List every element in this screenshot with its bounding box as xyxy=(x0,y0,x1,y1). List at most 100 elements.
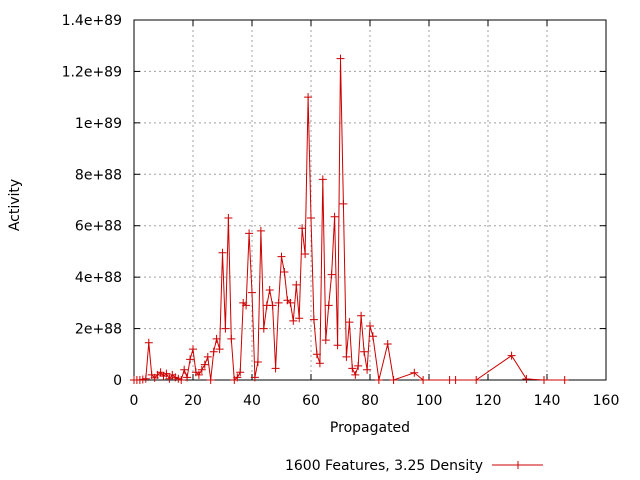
data-point-marker xyxy=(321,336,330,345)
data-point-marker xyxy=(256,226,265,235)
data-point-marker xyxy=(357,311,366,320)
data-point-marker xyxy=(540,376,548,384)
data-point-marker xyxy=(354,361,363,370)
data-point-marker xyxy=(366,322,374,330)
data-point-marker xyxy=(218,248,227,257)
data-point-marker xyxy=(227,334,236,343)
data-point-marker xyxy=(304,93,313,102)
data-point-marker xyxy=(324,301,333,310)
data-point-marker xyxy=(560,376,569,384)
data-point-marker xyxy=(289,316,298,325)
data-point-marker xyxy=(274,298,283,307)
data-point-marker xyxy=(419,376,428,384)
data-point-marker xyxy=(186,355,195,364)
data-point-marker xyxy=(224,214,233,222)
data-point-marker xyxy=(236,368,245,377)
data-point-marker xyxy=(259,324,268,333)
x-tick-label: 60 xyxy=(302,393,320,409)
data-point-marker xyxy=(177,376,186,384)
x-tick-label: 100 xyxy=(416,393,443,409)
x-tick-label: 160 xyxy=(593,393,620,409)
data-point-marker xyxy=(277,252,286,261)
y-tick-label: 0 xyxy=(113,373,122,389)
data-point-marker xyxy=(374,376,383,384)
data-point-marker xyxy=(221,324,230,333)
y-tick-label: 4e+88 xyxy=(75,270,122,286)
data-point-marker xyxy=(253,358,262,366)
data-point-marker xyxy=(245,229,254,238)
data-point-marker xyxy=(383,340,392,348)
x-tick-label: 140 xyxy=(534,393,561,409)
data-point-marker xyxy=(295,314,304,323)
x-tick-label: 40 xyxy=(243,393,261,409)
data-point-marker xyxy=(298,224,307,233)
data-point-marker xyxy=(336,54,345,63)
data-point-marker xyxy=(339,199,348,208)
data-point-marker xyxy=(315,359,324,368)
data-point-marker xyxy=(215,345,224,354)
data-point-marker xyxy=(522,375,531,383)
data-point-marker xyxy=(197,365,206,374)
data-point-marker xyxy=(180,365,189,374)
data-point-marker xyxy=(360,347,369,356)
legend-label: 1600 Features, 3.25 Density xyxy=(285,458,483,474)
data-point-marker xyxy=(363,365,372,374)
data-point-marker xyxy=(286,298,295,307)
data-point-marker xyxy=(327,270,336,279)
data-series xyxy=(130,54,569,384)
data-point-marker xyxy=(144,338,153,347)
data-point-marker xyxy=(368,332,377,341)
y-tick-label: 2e+88 xyxy=(75,322,122,338)
data-point-marker xyxy=(301,250,310,258)
data-point-marker xyxy=(280,268,289,276)
data-point-marker xyxy=(242,301,251,310)
data-point-marker xyxy=(451,376,460,384)
data-point-marker xyxy=(507,351,516,360)
data-point-marker xyxy=(212,334,221,343)
y-tick-label: 8e+88 xyxy=(75,167,122,183)
legend-marker xyxy=(514,461,522,469)
data-point-marker xyxy=(265,286,274,294)
data-point-marker xyxy=(348,364,357,373)
axis-ticks: 0 20 40 60 80 100 120 140 160 0 2e+88 4e+88 6e+88 8e+… xyxy=(62,13,620,409)
data-point-marker xyxy=(345,318,354,327)
data-point-marker xyxy=(141,374,150,383)
data-point-marker xyxy=(268,301,277,310)
data-point-marker xyxy=(271,364,280,373)
data-point-marker xyxy=(209,347,218,356)
x-tick-label: 80 xyxy=(361,393,379,409)
data-point-marker xyxy=(233,373,242,382)
y-tick-label: 1.2e+89 xyxy=(62,64,122,80)
grid-lines xyxy=(134,20,606,380)
x-tick-label: 120 xyxy=(475,393,502,409)
data-point-marker xyxy=(250,373,259,382)
data-point-marker xyxy=(307,214,315,222)
data-point-marker xyxy=(248,288,256,297)
data-point-marker xyxy=(292,280,301,289)
data-point-marker xyxy=(183,373,192,382)
data-point-marker xyxy=(333,341,342,350)
data-point-marker xyxy=(309,315,318,324)
data-point-marker xyxy=(472,376,481,384)
data-point-marker xyxy=(318,175,327,184)
data-point-marker xyxy=(189,345,197,354)
data-point-marker xyxy=(200,360,209,369)
data-point-marker xyxy=(203,352,212,361)
x-tick-label: 20 xyxy=(184,393,202,409)
data-point-marker xyxy=(342,352,351,361)
series-line xyxy=(134,58,565,382)
data-point-marker xyxy=(162,369,171,378)
x-axis-label: Propagated xyxy=(330,420,410,436)
y-tick-label: 1.4e+89 xyxy=(62,13,122,29)
data-point-marker xyxy=(330,212,339,221)
data-point-marker xyxy=(194,370,203,379)
x-tick-label: 0 xyxy=(130,393,139,409)
y-axis-label: Activity xyxy=(7,179,23,231)
y-tick-label: 6e+88 xyxy=(75,219,122,235)
legend: 1600 Features, 3.25 Density xyxy=(285,458,543,474)
data-point-marker xyxy=(351,370,360,379)
data-point-marker xyxy=(312,350,321,359)
data-point-marker xyxy=(206,376,215,384)
data-point-marker xyxy=(410,368,419,377)
